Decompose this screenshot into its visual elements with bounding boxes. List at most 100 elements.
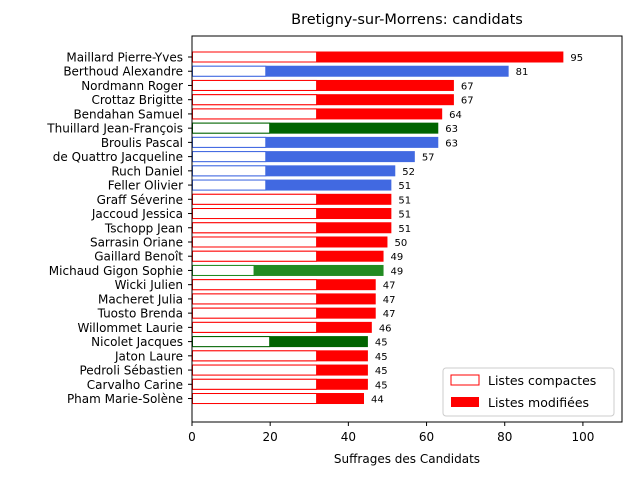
candidate-name: Carvalho Carine [87, 378, 183, 392]
bar-modifiees [192, 65, 509, 77]
value-label: 45 [375, 366, 388, 377]
candidate-name: Crottaz Brigitte [91, 93, 183, 107]
bar-compactes [192, 321, 318, 333]
value-label: 50 [394, 238, 407, 249]
bar-compactes [192, 364, 318, 376]
bar-compactes [192, 307, 318, 319]
x-tick-label: 80 [497, 430, 512, 444]
value-label: 51 [398, 224, 411, 235]
candidate-name: Maillard Pierre-Yves [66, 51, 183, 65]
value-label: 51 [398, 210, 411, 221]
bar-compactes [192, 108, 318, 120]
candidate-name: Pedroli Sébastien [79, 364, 183, 378]
bar-compactes [192, 393, 318, 405]
candidate-name: Ruch Daniel [111, 164, 183, 178]
bar-compactes [192, 179, 267, 191]
value-label: 51 [398, 181, 411, 192]
candidate-name: Graff Séverine [97, 193, 183, 207]
candidate-name: Macheret Julia [98, 292, 183, 306]
candidate-name: Bendahan Samuel [73, 107, 183, 121]
value-label: 46 [379, 323, 392, 334]
candidate-name: Feller Olivier [108, 179, 183, 193]
candidate-name: de Quattro Jacqueline [53, 150, 183, 164]
bar-compactes [192, 336, 271, 348]
legend: Listes compactes Listes modifiées [442, 367, 615, 417]
value-label: 64 [449, 110, 462, 121]
bar-compactes [192, 378, 318, 390]
candidate-name: Wicki Julien [115, 278, 183, 292]
bar-modifiees [192, 336, 368, 348]
value-label: 67 [461, 81, 474, 92]
value-label: 81 [516, 67, 529, 78]
candidate-name: Jaccoud Jessica [91, 207, 183, 221]
candidate-name: Pham Marie-Solène [67, 392, 183, 406]
value-label: 63 [445, 138, 458, 149]
bar-compactes [192, 222, 318, 234]
legend-label-modifiees: Listes modifiées [488, 395, 589, 410]
value-label: 47 [383, 309, 396, 320]
value-label: 95 [570, 53, 583, 64]
value-label: 45 [375, 352, 388, 363]
bar-compactes [192, 250, 318, 262]
candidate-name: Thuillard Jean-François [46, 122, 183, 136]
value-label: 57 [422, 153, 435, 164]
bar-compactes [192, 193, 318, 205]
x-axis: 0 20 40 60 80 100 [188, 422, 594, 444]
bar-compactes [192, 51, 318, 63]
candidate-name: Tuosto Brenda [97, 307, 183, 321]
legend-label-compactes: Listes compactes [488, 373, 596, 388]
bar-compactes [192, 65, 267, 77]
candidate-name: Sarrasin Oriane [90, 235, 183, 249]
candidate-name: Broulis Pascal [101, 136, 183, 150]
bar-compactes [192, 350, 318, 362]
value-label: 47 [383, 281, 396, 292]
bar-compactes [192, 264, 255, 276]
candidate-name: Willommet Laurie [77, 321, 183, 335]
bar-modifiees [192, 264, 384, 276]
bar-modifiees [192, 122, 439, 134]
value-label: 49 [391, 252, 404, 263]
x-tick-label: 40 [341, 430, 356, 444]
value-label: 44 [371, 395, 384, 406]
bar-compactes [192, 136, 267, 148]
candidate-name: Gaillard Benoît [94, 250, 183, 264]
candidate-name: Berthoud Alexandre [63, 65, 183, 79]
bar-modifiees [192, 136, 439, 148]
candidate-name: Nicolet Jacques [91, 335, 183, 349]
x-tick-label: 60 [419, 430, 434, 444]
value-label: 52 [402, 167, 415, 178]
x-axis-label: Suffrages des Candidats [334, 452, 480, 466]
value-label: 49 [391, 266, 404, 277]
bar-modifiees [192, 79, 454, 91]
value-label: 51 [398, 195, 411, 206]
bar-compactes [192, 79, 318, 91]
bar-compactes [192, 122, 271, 134]
legend-swatch-modifiees [451, 397, 479, 407]
value-labels: 95 81 67 67 64 63 63 57 52 51 51 51 51 50 49 49 47 47 47 46… [371, 53, 583, 406]
x-tick-label: 0 [188, 430, 196, 444]
candidate-name: Nordmann Roger [81, 79, 183, 93]
bar-compactes [192, 293, 318, 305]
value-label: 67 [461, 96, 474, 107]
legend-box [442, 367, 615, 417]
bar-modifiees [192, 151, 415, 163]
value-label: 45 [375, 380, 388, 391]
bar-compactes [192, 236, 318, 248]
value-label: 63 [445, 124, 458, 135]
bar-modifiees [192, 165, 396, 177]
candidate-name: Jaton Laure [114, 349, 183, 363]
value-label: 47 [383, 295, 396, 306]
plot-frame [191, 35, 623, 423]
bar-compactes [192, 208, 318, 220]
bar-compactes [192, 279, 318, 291]
bar-compactes [192, 165, 267, 177]
candidate-name: Michaud Gigon Sophie [49, 264, 183, 278]
bar-modifiees [192, 51, 564, 63]
x-tick-label: 100 [571, 430, 594, 444]
x-tick-label: 20 [263, 430, 278, 444]
legend-swatch-compactes [450, 374, 480, 386]
bar-modifiees [192, 94, 454, 106]
bar-modifiees [192, 179, 392, 191]
chart-title: Bretigny-sur-Morrens: candidats [291, 12, 523, 28]
